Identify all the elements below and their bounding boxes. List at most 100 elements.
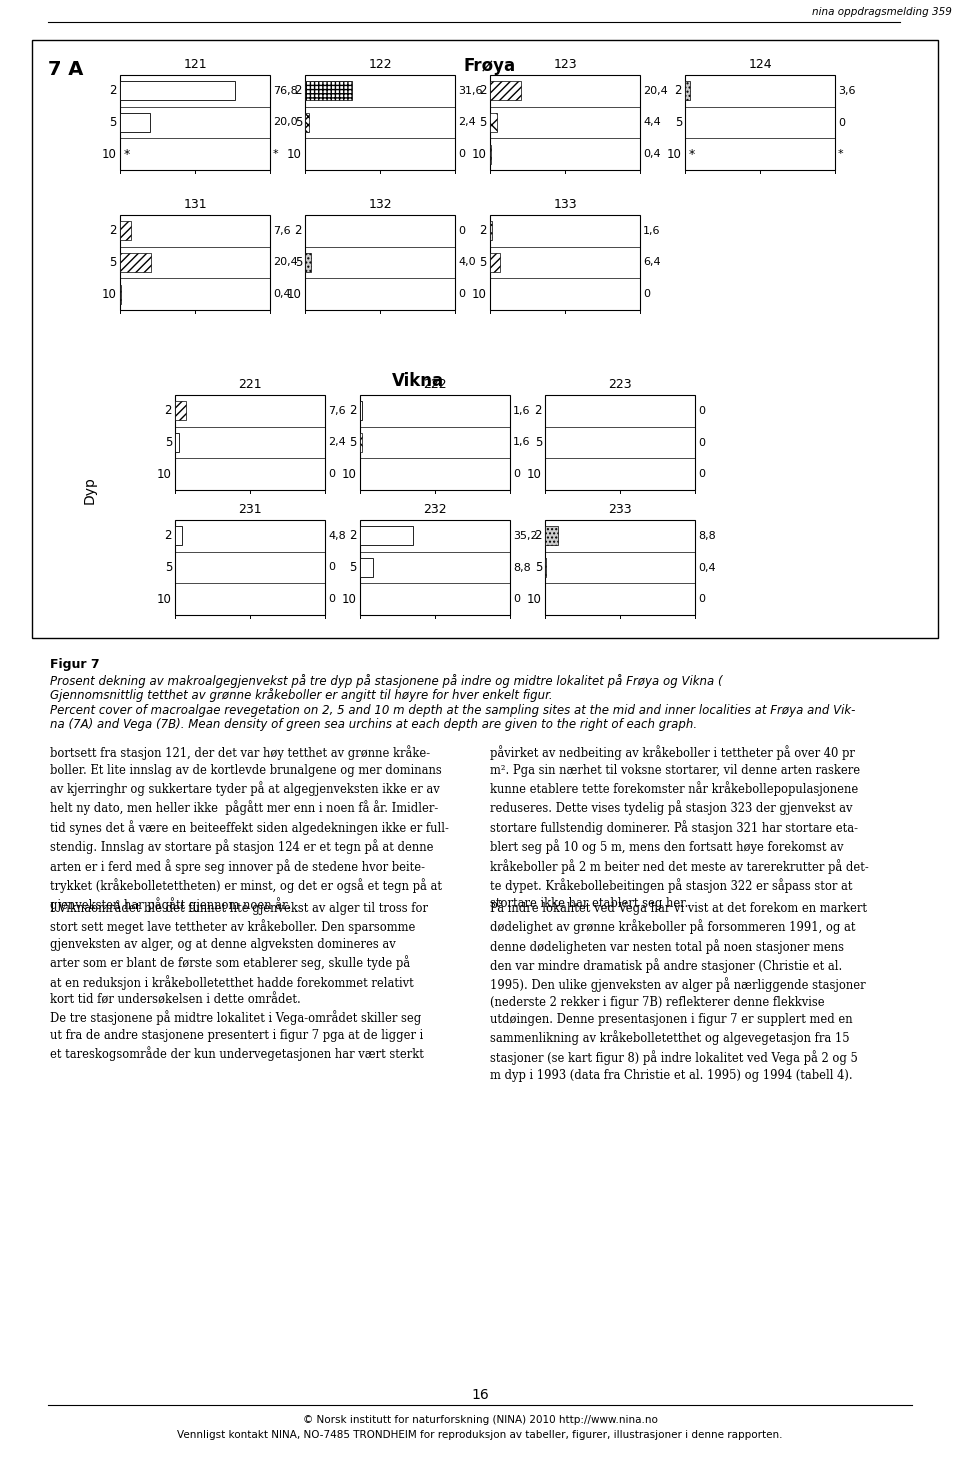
Text: Gjennomsnittlig tetthet av grønne kråkeboller er angitt til høyre for hver enkel: Gjennomsnittlig tetthet av grønne kråkeb… [50,687,553,702]
Text: 16: 16 [471,1388,489,1403]
Text: påvirket av nedbeiting av kråkeboller i tettheter på over 40 pr
m². Pga sin nærh: påvirket av nedbeiting av kråkeboller i … [490,745,869,910]
Text: 5: 5 [480,256,487,269]
Bar [490,81,520,101]
Bar [305,214,455,310]
Text: 2: 2 [535,405,542,417]
Text: © Norsk institutt for naturforskning (NINA) 2010 http://www.nina.no: © Norsk institutt for naturforskning (NI… [302,1414,658,1425]
Text: 2,4: 2,4 [458,117,476,127]
Text: 0,4: 0,4 [273,290,291,299]
Text: 2: 2 [295,225,302,238]
Text: 231: 231 [238,503,262,516]
Text: 0: 0 [698,437,705,448]
Bar [360,433,362,452]
Text: Prosent dekning av makroalgegjenvekst på tre dyp på stasjonene på indre og midtr: Prosent dekning av makroalgegjenvekst på… [50,674,723,687]
Text: 133: 133 [553,198,577,211]
Text: 10: 10 [287,148,302,161]
Bar [120,75,270,170]
Bar [545,520,695,615]
Text: 131: 131 [183,198,206,211]
Bar [175,526,182,545]
Text: 20,4: 20,4 [643,86,668,96]
Text: 0: 0 [328,563,335,572]
Text: 10: 10 [667,148,682,161]
Text: Dyp: Dyp [83,476,97,504]
Text: 1,6: 1,6 [513,437,531,448]
Bar [120,112,150,132]
Text: 10: 10 [102,288,117,300]
Text: 5: 5 [349,436,357,449]
Bar [490,222,492,241]
Bar [305,75,455,170]
Text: 1,6: 1,6 [643,226,660,236]
Text: 10: 10 [527,467,542,480]
Text: 2: 2 [349,529,357,542]
Text: 2: 2 [295,84,302,98]
Bar [32,40,938,638]
Text: 5: 5 [349,562,357,573]
Text: 124: 124 [748,58,772,71]
Text: 5: 5 [164,562,172,573]
Text: Figur 7: Figur 7 [50,658,100,671]
Text: 0: 0 [698,469,705,479]
Text: 5: 5 [675,115,682,129]
Text: 35,2: 35,2 [513,531,538,541]
Text: På indre lokalitet ved Vega har vi vist at det forekom en markert
dødelighet av : På indre lokalitet ved Vega har vi vist … [490,900,867,1082]
Bar [545,526,558,545]
Bar [360,559,373,576]
Text: 2: 2 [164,405,172,417]
Text: 10: 10 [342,467,357,480]
Text: 0: 0 [513,469,520,479]
Bar [545,395,695,491]
Text: 233: 233 [609,503,632,516]
Text: na (​7A​) and Vega (​7B​). Mean density of green sea urchins at each depth are g: na (​7A​) and Vega (​7B​). Mean density … [50,718,697,732]
Bar [305,112,308,132]
Text: 10: 10 [102,148,117,161]
Text: 5: 5 [295,256,302,269]
Bar [360,395,510,491]
Text: 222: 222 [423,378,446,392]
Text: 0: 0 [328,469,335,479]
Bar [175,433,179,452]
Text: 0,4: 0,4 [643,149,660,160]
Text: 4,0: 4,0 [458,257,475,268]
Bar [685,75,835,170]
Text: 20,0: 20,0 [273,117,298,127]
Text: 232: 232 [423,503,446,516]
Text: De tre stasjonene på midtre lokalitet i Vega-området skiller seg
ut fra de andre: De tre stasjonene på midtre lokalitet i … [50,1009,424,1061]
Text: 2,4: 2,4 [328,437,346,448]
Text: 5: 5 [109,115,117,129]
Text: 10: 10 [342,593,357,606]
Bar [360,526,413,545]
Text: Frøya: Frøya [464,58,516,75]
Bar [490,214,640,310]
Text: 2: 2 [479,84,487,98]
Text: 31,6: 31,6 [458,86,483,96]
Text: 7,6: 7,6 [328,406,346,415]
Text: *: * [838,149,844,160]
Text: 76,8: 76,8 [273,86,298,96]
Text: 10: 10 [287,288,302,300]
Text: 10: 10 [472,288,487,300]
Text: 0: 0 [513,594,520,605]
Text: I Viknaområdet ble det funnet lite gjenvekst av alger til tross for
stort sett m: I Viknaområdet ble det funnet lite gjenv… [50,900,428,1007]
Text: 6,4: 6,4 [643,257,660,268]
Bar [120,81,235,101]
Text: 0: 0 [458,226,465,236]
Bar [120,222,132,241]
Text: 5: 5 [535,562,542,573]
Text: 4,4: 4,4 [643,117,660,127]
Bar [685,81,690,101]
Bar [175,520,325,615]
Text: 10: 10 [527,593,542,606]
Text: 5: 5 [164,436,172,449]
Text: 10: 10 [157,593,172,606]
Bar [490,75,640,170]
Text: 0: 0 [328,594,335,605]
Bar [175,395,325,491]
Bar [490,112,496,132]
Bar [360,520,510,615]
Text: 5: 5 [295,115,302,129]
Text: nina oppdragsmelding 359: nina oppdragsmelding 359 [812,7,952,18]
Text: 2: 2 [109,84,117,98]
Bar [120,253,151,272]
